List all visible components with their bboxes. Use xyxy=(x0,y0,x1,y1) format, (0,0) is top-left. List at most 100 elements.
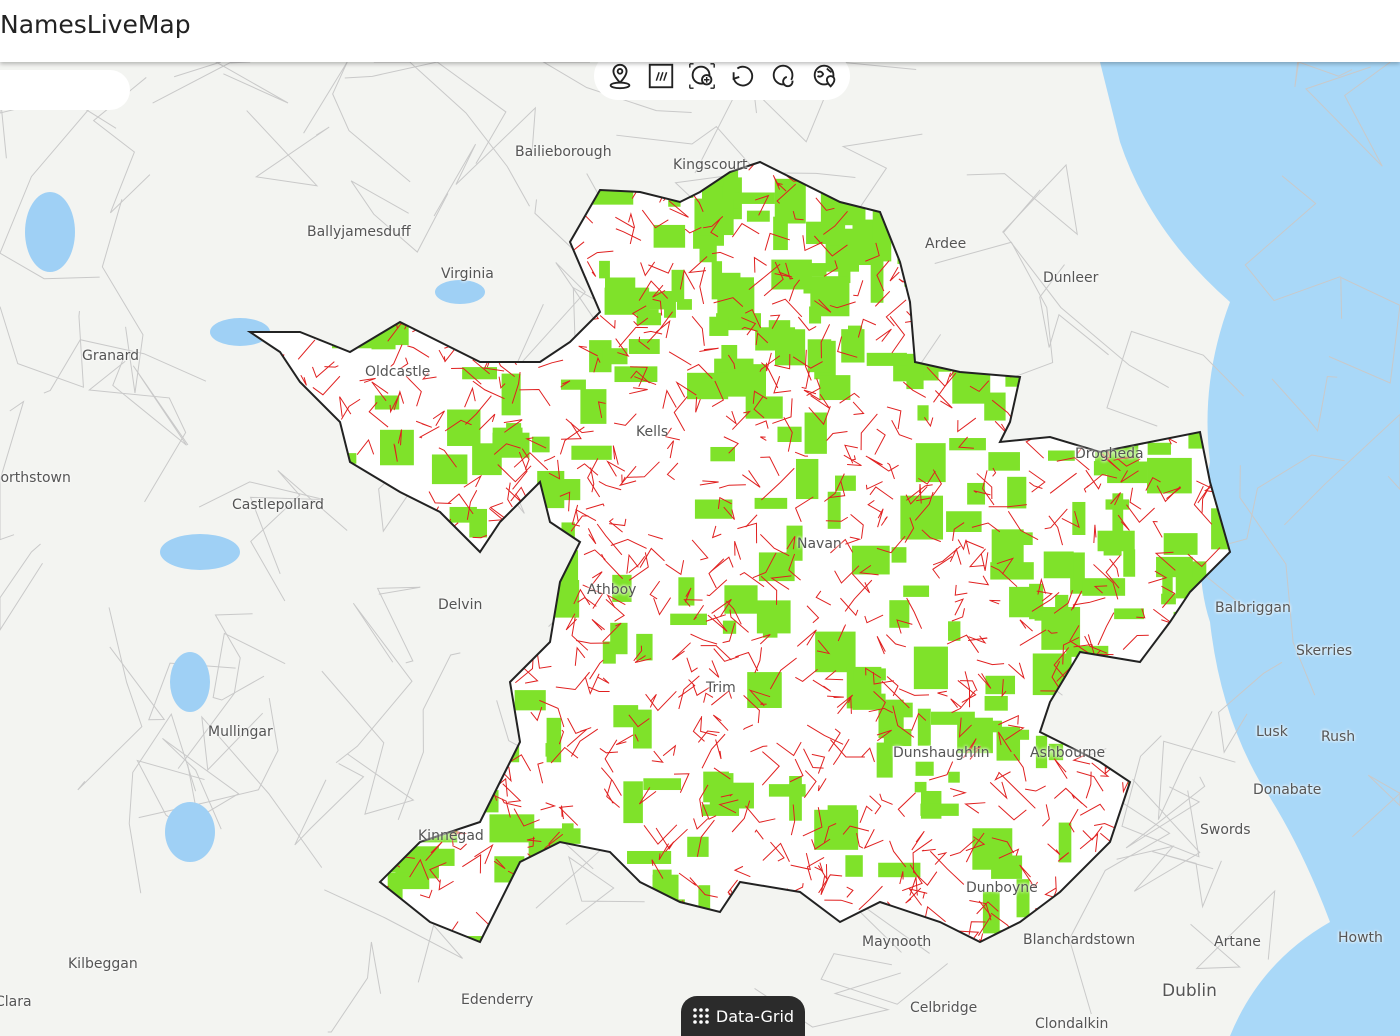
parcel-filled[interactable] xyxy=(985,675,1016,695)
parcel-filled[interactable] xyxy=(756,600,791,634)
parcel-filled[interactable] xyxy=(570,164,606,193)
parcel-filled[interactable] xyxy=(883,728,912,747)
parcel-filled[interactable] xyxy=(334,888,370,922)
parcel-filled[interactable] xyxy=(295,553,310,566)
parcel-filled[interactable] xyxy=(493,256,531,287)
map-canvas[interactable]: CarrickmacrossBailieboroughKingscourtBal… xyxy=(0,62,1400,1036)
parcel-filled[interactable] xyxy=(610,622,628,655)
parcel-filled[interactable] xyxy=(1020,326,1033,340)
parcel-filled[interactable] xyxy=(1084,379,1095,402)
parcel-filled[interactable] xyxy=(643,309,659,320)
parcel-filled[interactable] xyxy=(900,495,944,540)
parcel-filled[interactable] xyxy=(987,324,1017,352)
parcel-filled[interactable] xyxy=(1181,279,1202,297)
parcel-filled[interactable] xyxy=(866,352,907,366)
parcel-filled[interactable] xyxy=(332,467,344,504)
parcel-filled[interactable] xyxy=(599,260,610,279)
parcel-filled[interactable] xyxy=(1065,202,1086,216)
parcel-filled[interactable] xyxy=(476,174,515,206)
parcel-filled[interactable] xyxy=(1185,652,1197,663)
parcel-filled[interactable] xyxy=(671,269,685,302)
parcel-filled[interactable] xyxy=(711,261,723,300)
parcel-filled[interactable] xyxy=(504,307,536,318)
parcel-filled[interactable] xyxy=(878,862,921,878)
parcel-filled[interactable] xyxy=(845,855,863,877)
parcel-filled[interactable] xyxy=(556,164,601,185)
parcel-filled[interactable] xyxy=(456,656,478,701)
map-pin-button[interactable] xyxy=(602,58,637,94)
parcel-filled[interactable] xyxy=(270,820,287,856)
parcel-filled[interactable] xyxy=(804,412,827,454)
parcel-filled[interactable] xyxy=(991,855,1023,879)
parcel-filled[interactable] xyxy=(746,210,770,222)
parcel-filled[interactable] xyxy=(819,375,851,401)
parcel-filled[interactable] xyxy=(1217,835,1253,870)
parcel-filled[interactable] xyxy=(399,278,422,297)
search-box[interactable] xyxy=(0,70,130,110)
parcel-filled[interactable] xyxy=(544,921,564,935)
parcel-filled[interactable] xyxy=(946,350,969,365)
parcel-filled[interactable] xyxy=(1148,269,1176,291)
globe-refresh-button[interactable] xyxy=(766,58,801,94)
parcel-filled[interactable] xyxy=(287,431,312,460)
hatch-layer-button[interactable] xyxy=(643,58,678,94)
parcel-filled[interactable] xyxy=(1113,305,1142,330)
parcel-filled[interactable] xyxy=(687,372,729,400)
parcel-filled[interactable] xyxy=(948,771,960,783)
parcel-filled[interactable] xyxy=(1093,461,1107,476)
parcel-filled[interactable] xyxy=(709,773,734,810)
parcel-filled[interactable] xyxy=(1174,757,1199,787)
parcel-filled[interactable] xyxy=(1044,368,1065,388)
parcel-filled[interactable] xyxy=(826,218,846,246)
parcel-filled[interactable] xyxy=(1056,248,1078,261)
parcel-filled[interactable] xyxy=(1048,743,1064,761)
parcel-filled[interactable] xyxy=(387,724,407,737)
parcel-filled[interactable] xyxy=(754,497,788,509)
parcel-filled[interactable] xyxy=(1050,698,1071,715)
parcel-filled[interactable] xyxy=(393,277,417,290)
parcel-filled[interactable] xyxy=(1047,450,1075,461)
parcel-filled[interactable] xyxy=(560,379,586,390)
parcel-filled[interactable] xyxy=(699,235,717,263)
parcel-filled[interactable] xyxy=(949,438,986,451)
parcel-filled[interactable] xyxy=(694,198,734,236)
parcel-filled[interactable] xyxy=(1150,364,1169,396)
parcel-filled[interactable] xyxy=(670,613,707,626)
parcel-filled[interactable] xyxy=(717,272,741,298)
parcel-filled[interactable] xyxy=(281,259,316,294)
parcel-filled[interactable] xyxy=(1179,794,1217,814)
parcel-filled[interactable] xyxy=(745,396,783,419)
parcel-filled[interactable] xyxy=(1066,645,1109,657)
parcel-filled[interactable] xyxy=(627,850,672,864)
parcel-filled[interactable] xyxy=(628,339,660,354)
parcel-filled[interactable] xyxy=(820,184,866,226)
parcel-filled[interactable] xyxy=(653,224,686,248)
parcel-filled[interactable] xyxy=(311,788,329,830)
parcel-filled[interactable] xyxy=(722,620,737,634)
parcel-filled[interactable] xyxy=(469,508,488,538)
parcel-filled[interactable] xyxy=(789,776,802,821)
parcel-filled[interactable] xyxy=(613,705,639,728)
parcel-filled[interactable] xyxy=(290,832,311,861)
parcel-filled[interactable] xyxy=(1058,822,1072,863)
parcel-filled[interactable] xyxy=(694,499,733,519)
parcel-filled[interactable] xyxy=(870,259,884,303)
parcel-filled[interactable] xyxy=(852,693,886,710)
parcel-filled[interactable] xyxy=(990,562,1034,580)
parcel-filled[interactable] xyxy=(1049,410,1090,428)
parcel-filled[interactable] xyxy=(546,717,562,763)
parcel-filled[interactable] xyxy=(961,298,1007,342)
parcel-filled[interactable] xyxy=(1033,174,1071,199)
parcel-filled[interactable] xyxy=(494,537,537,554)
parcel-filled[interactable] xyxy=(604,287,650,315)
parcel-filled[interactable] xyxy=(1113,307,1146,336)
parcel-filled[interactable] xyxy=(550,479,581,501)
parcel-filled[interactable] xyxy=(664,291,676,318)
parcel-filled[interactable] xyxy=(1105,499,1130,510)
parcel-filled[interactable] xyxy=(643,778,682,791)
parcel-filled[interactable] xyxy=(1069,409,1096,437)
parcel-filled[interactable] xyxy=(249,407,264,448)
parcel-filled[interactable] xyxy=(532,436,550,453)
parcel-filled[interactable] xyxy=(298,168,336,210)
parcel-filled[interactable] xyxy=(847,325,863,357)
